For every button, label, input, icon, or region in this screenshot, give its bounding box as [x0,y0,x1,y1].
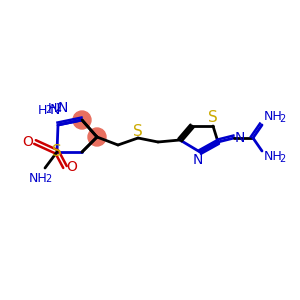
Text: N: N [235,131,245,145]
Text: 2: 2 [55,103,61,113]
Text: N: N [50,103,60,117]
Text: S: S [133,124,143,139]
Text: 2: 2 [279,154,285,164]
Text: O: O [22,135,33,149]
Text: 2: 2 [45,174,51,184]
Text: S: S [52,145,62,160]
Text: O: O [67,160,77,174]
Text: NH: NH [264,151,283,164]
Text: 2: 2 [45,105,51,115]
Circle shape [88,128,106,146]
Text: NH: NH [28,172,47,185]
Text: N: N [58,101,68,115]
Text: 2: 2 [279,114,285,124]
Text: NH: NH [264,110,283,124]
Circle shape [73,111,91,129]
Text: S: S [208,110,218,124]
Text: N: N [193,153,203,167]
Text: H: H [37,103,47,116]
Text: H: H [47,101,57,115]
